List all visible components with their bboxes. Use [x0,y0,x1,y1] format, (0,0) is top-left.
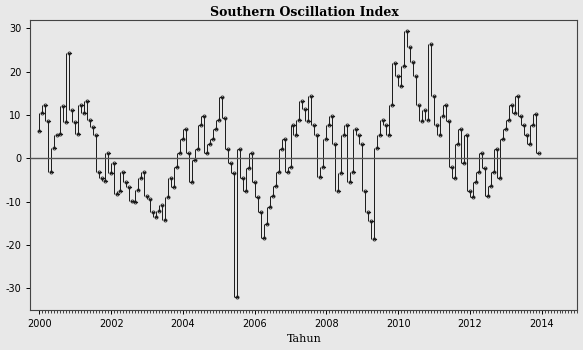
X-axis label: Tahun: Tahun [286,335,321,344]
Title: Southern Oscillation Index: Southern Oscillation Index [209,6,398,19]
